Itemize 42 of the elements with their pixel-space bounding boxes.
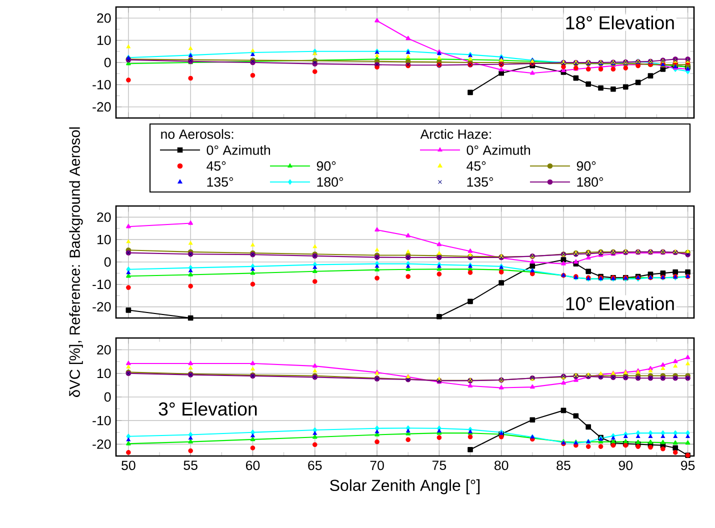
y-tick-label: -10 — [92, 80, 111, 90]
legend-label: 0° Azimuth — [206, 145, 270, 155]
annotation: 10° Elevation — [566, 296, 674, 310]
text: no Aerosols: — [161, 129, 234, 139]
x-tick-label: 95 — [681, 460, 695, 470]
y-tick-label: -10 — [92, 280, 111, 290]
annotation: 3° Elevation — [158, 402, 257, 416]
y-tick-label: 0 — [104, 58, 111, 68]
x-tick-label: 85 — [556, 460, 570, 470]
x-tick-label: 75 — [432, 460, 446, 470]
y-tick-label: 20 — [97, 345, 111, 354]
x-tick-label: 80 — [494, 460, 508, 470]
y-tick-label: 20 — [97, 13, 111, 23]
y-tick-label: 0 — [104, 392, 111, 402]
x-tick-label: 70 — [370, 460, 384, 470]
legend-label: 45° — [206, 161, 226, 171]
legend-label: 0° Azimuth — [466, 145, 530, 155]
legend-label: 45° — [466, 161, 486, 171]
y-tick-label: 10 — [97, 36, 111, 46]
legend-label: 180° — [577, 177, 604, 187]
legend-label: 90° — [576, 161, 596, 171]
y-tick-label: -20 — [92, 439, 111, 449]
y-tick-label: -20 — [92, 102, 111, 112]
y-axis-title: δVC [%], Reference: Background Aerosol — [69, 127, 83, 397]
legend-label: 180° — [317, 177, 344, 187]
x-tick-label: 50 — [122, 460, 136, 470]
x-axis-title: Solar Zenith Angle [°] — [330, 479, 480, 494]
y-tick-label: 10 — [97, 234, 111, 244]
legend-label: 135° — [467, 177, 494, 187]
legend-label: 135° — [207, 177, 234, 187]
x-tick-label: 55 — [184, 460, 198, 470]
x-tick-label: 65 — [308, 460, 322, 470]
x-tick-label: 60 — [246, 460, 260, 470]
y-tick-label: 10 — [97, 368, 111, 378]
y-tick-label: -10 — [92, 416, 111, 426]
text: Arctic Haze: — [420, 129, 491, 139]
x-tick-label: 90 — [618, 460, 633, 470]
y-tick-label: -20 — [92, 302, 111, 312]
legend-label: 90° — [316, 161, 336, 171]
y-tick-label: 20 — [97, 212, 111, 222]
annotation: 18° Elevation — [566, 16, 674, 30]
y-tick-label: 0 — [104, 257, 111, 267]
